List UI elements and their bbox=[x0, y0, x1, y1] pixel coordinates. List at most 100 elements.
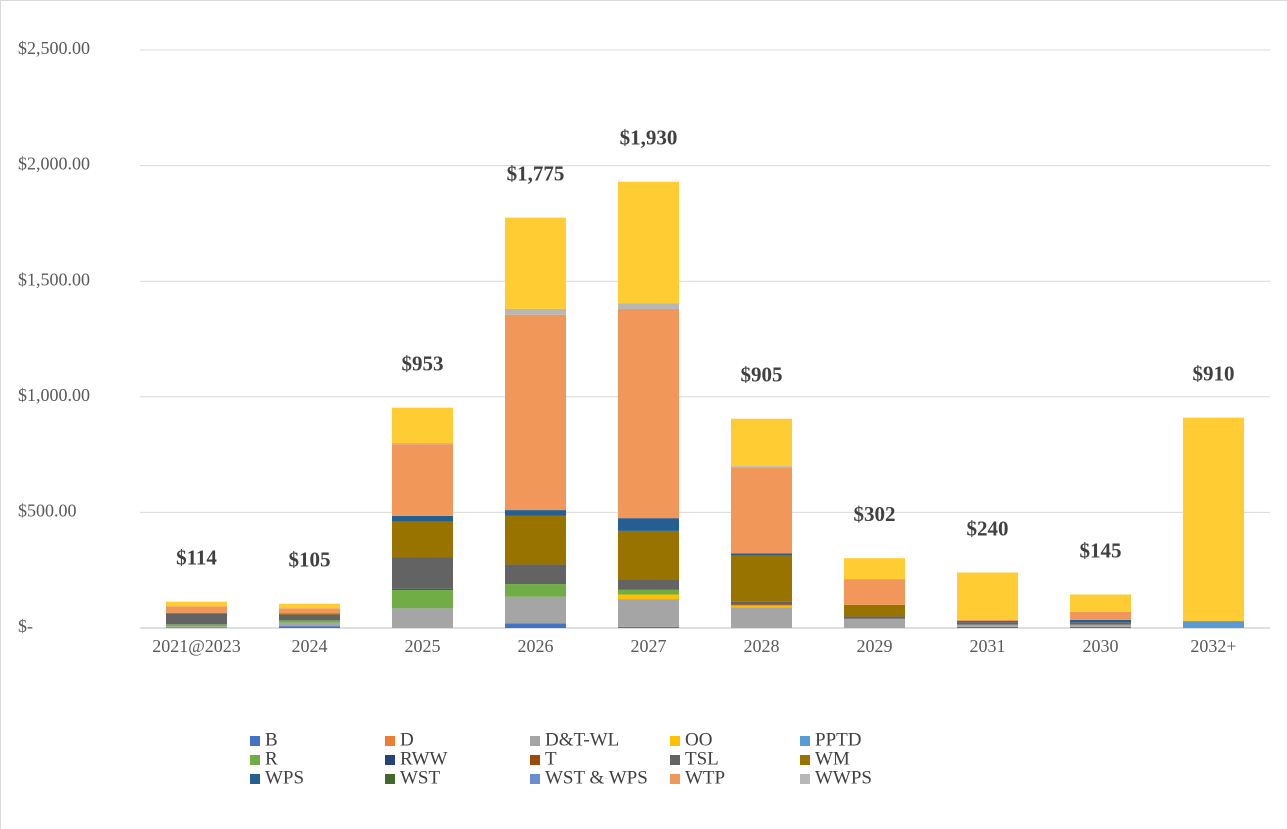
bar-segment bbox=[730, 418, 793, 467]
bar-segment bbox=[956, 572, 1019, 620]
bar-segment bbox=[165, 613, 228, 625]
bar-segment bbox=[617, 518, 680, 531]
legend-swatch bbox=[385, 755, 395, 765]
bar-segment bbox=[1069, 594, 1132, 612]
bar-segment bbox=[504, 584, 567, 597]
legend-label: TSL bbox=[685, 748, 719, 769]
bar-segment bbox=[1182, 417, 1245, 622]
bar-segment bbox=[730, 553, 793, 556]
legend-label: WST & WPS bbox=[545, 767, 648, 788]
bar-segment bbox=[956, 621, 1019, 623]
legend-swatch bbox=[670, 736, 680, 746]
bar-segment bbox=[617, 579, 680, 590]
legend-label: WTP bbox=[685, 767, 725, 788]
legend-label: D bbox=[400, 729, 414, 750]
bar-segment bbox=[730, 607, 793, 628]
bar-segment bbox=[730, 605, 793, 608]
bar-segment bbox=[617, 308, 680, 519]
bar-segment bbox=[617, 181, 680, 304]
bar-segment bbox=[843, 558, 906, 579]
bar-segment bbox=[391, 515, 454, 522]
bar-segment bbox=[1069, 611, 1132, 620]
bar-segment bbox=[617, 626, 680, 628]
bar-segment bbox=[843, 579, 906, 605]
bar-segment bbox=[617, 303, 680, 309]
bar-segment bbox=[165, 601, 228, 607]
total-label: $910 bbox=[1193, 361, 1235, 385]
bar-segment bbox=[956, 619, 1019, 622]
x-tick-label: 2031 bbox=[970, 636, 1006, 656]
legend-label: OO bbox=[685, 729, 712, 750]
legend-label: WPS bbox=[265, 767, 304, 788]
y-tick-label: $500.00 bbox=[18, 501, 77, 521]
legend-swatch bbox=[800, 755, 810, 765]
bar-segment bbox=[391, 588, 454, 590]
bar-segment bbox=[956, 624, 1019, 627]
legend-swatch bbox=[800, 774, 810, 784]
bar-segment bbox=[1182, 621, 1245, 628]
x-tick-label: 2028 bbox=[744, 636, 780, 656]
legend-label: WM bbox=[815, 748, 850, 769]
legend-label: B bbox=[265, 729, 278, 750]
legend-swatch bbox=[250, 774, 260, 784]
y-tick-label: $2,000.00 bbox=[18, 154, 90, 174]
bar-segment bbox=[504, 596, 567, 624]
bar-segment bbox=[278, 620, 341, 623]
total-label: $953 bbox=[402, 351, 444, 375]
legend-label: T bbox=[545, 748, 557, 769]
bar-segment bbox=[278, 613, 341, 615]
bar-segment bbox=[617, 594, 680, 600]
bar-segment bbox=[278, 614, 341, 621]
total-label: $1,775 bbox=[507, 161, 565, 185]
bar-segment bbox=[391, 444, 454, 516]
bar-segment bbox=[391, 608, 454, 628]
legend-swatch bbox=[250, 755, 260, 765]
total-label: $114 bbox=[176, 545, 217, 569]
x-tick-label: 2021@2023 bbox=[152, 636, 241, 656]
bar-segment bbox=[391, 443, 454, 445]
total-label: $1,930 bbox=[620, 126, 678, 150]
legend-label: R bbox=[265, 748, 278, 769]
total-label: $105 bbox=[289, 548, 331, 572]
bar-segment bbox=[730, 604, 793, 606]
legend-swatch bbox=[530, 755, 540, 765]
bar-segment bbox=[843, 604, 906, 617]
legend-swatch bbox=[670, 755, 680, 765]
x-tick-label: 2026 bbox=[518, 636, 554, 656]
bar-segment bbox=[1069, 624, 1132, 627]
x-tick-label: 2030 bbox=[1083, 636, 1119, 656]
bar-segment bbox=[617, 589, 680, 595]
legend-label: WST bbox=[400, 767, 441, 788]
legend-swatch bbox=[670, 774, 680, 784]
legend-swatch bbox=[800, 736, 810, 746]
bar-segment bbox=[504, 623, 567, 628]
legend-swatch bbox=[530, 774, 540, 784]
y-tick-label: $2,500.00 bbox=[18, 38, 90, 58]
bar-segment bbox=[165, 626, 228, 628]
y-tick-label: $- bbox=[18, 616, 33, 636]
bar-segment bbox=[617, 599, 680, 627]
x-tick-label: 2032+ bbox=[1190, 636, 1236, 656]
legend-swatch bbox=[530, 736, 540, 746]
bar-segment bbox=[1069, 626, 1132, 628]
bar-segment bbox=[617, 530, 680, 580]
bar-segment bbox=[956, 622, 1019, 625]
bar-segment bbox=[278, 626, 341, 628]
legend-label: D&T-WL bbox=[545, 729, 619, 750]
bar-segment bbox=[843, 616, 906, 619]
bar-segment bbox=[504, 217, 567, 309]
x-tick-label: 2024 bbox=[292, 636, 328, 656]
bar-segment bbox=[730, 601, 793, 605]
x-tick-label: 2027 bbox=[631, 636, 667, 656]
x-tick-label: 2025 bbox=[405, 636, 441, 656]
bar-segment bbox=[278, 603, 341, 609]
bar-segment bbox=[165, 612, 228, 614]
bar-segment bbox=[504, 314, 567, 511]
bar-segment bbox=[730, 555, 793, 602]
bar-segment bbox=[504, 564, 567, 585]
total-label: $145 bbox=[1080, 538, 1122, 562]
total-label: $905 bbox=[741, 363, 783, 387]
y-tick-label: $1,500.00 bbox=[18, 269, 90, 289]
bar-segment bbox=[391, 557, 454, 589]
